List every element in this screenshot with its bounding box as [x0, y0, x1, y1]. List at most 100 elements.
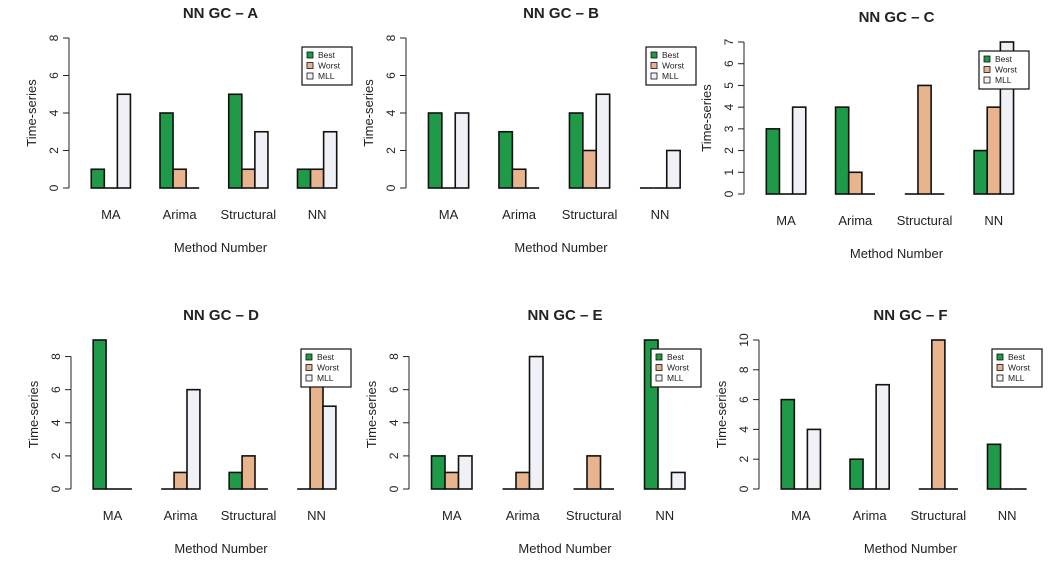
legend-swatch-mll — [996, 374, 1004, 382]
bar-best-arima — [834, 106, 850, 195]
bar-best-arima — [849, 458, 864, 490]
legend-label-worst: Worst — [318, 61, 341, 71]
legend-label-mll: MLL — [662, 71, 679, 81]
legend-label-mll: MLL — [318, 71, 335, 81]
chart-title: NN GC – F — [873, 307, 947, 324]
legend-swatch-mll — [983, 76, 991, 84]
legend-label-best: Best — [317, 352, 335, 362]
y-axis-label: Time-series — [24, 79, 39, 147]
legend-label-worst: Worst — [662, 61, 685, 71]
y-axis-label: Time-series — [361, 79, 376, 147]
bar-mll-ma — [806, 428, 822, 490]
y-tick-label: 8 — [384, 34, 398, 41]
y-tick-label: 2 — [387, 452, 401, 459]
bar-best-ma — [92, 339, 107, 490]
legend-swatch-worst — [650, 62, 658, 69]
y-tick-label: 8 — [49, 353, 63, 360]
bar-worst-arima — [173, 471, 188, 490]
bar-mll-ma — [454, 112, 470, 189]
legend-swatch-best — [305, 353, 313, 361]
legend-swatch-best — [306, 51, 314, 59]
bar-mll-nn — [322, 130, 338, 189]
x-axis-label: Method Number — [864, 541, 958, 556]
bar-mll-nn — [670, 471, 686, 490]
bar-mll-structural — [254, 130, 269, 189]
y-axis-label: Time-series — [364, 380, 379, 448]
bar-worst-structural — [241, 455, 256, 490]
x-category-label: Arima — [506, 508, 541, 523]
x-category-label: Structural — [897, 213, 953, 228]
y-tick-label: 0 — [387, 485, 401, 492]
y-tick-label: 6 — [47, 72, 61, 79]
bar-best-nn — [296, 168, 312, 189]
y-tick-label: 0 — [737, 485, 751, 492]
x-category-label: MA — [776, 213, 796, 228]
y-tick-label: 10 — [737, 333, 751, 347]
legend-label-best: Best — [1008, 352, 1026, 362]
x-axis-label: Method Number — [514, 240, 608, 255]
y-tick-label: 2 — [384, 147, 398, 154]
y-tick-label: 6 — [384, 72, 398, 79]
y-tick-label: 6 — [49, 386, 63, 393]
x-category-label: MA — [103, 508, 123, 523]
y-tick-label: 4 — [387, 419, 401, 426]
x-category-label: NN — [651, 207, 670, 222]
bar-mll-arima — [528, 355, 544, 490]
x-category-label: Arima — [163, 207, 198, 222]
legend-swatch-mll — [650, 72, 658, 80]
x-category-label: Structural — [221, 207, 277, 222]
legend-label-best: Best — [995, 54, 1013, 64]
x-axis-label: Method Number — [850, 246, 944, 261]
y-tick-label: 2 — [722, 147, 736, 154]
x-axis-label: Method Number — [174, 541, 268, 556]
x-category-label: NN — [998, 508, 1017, 523]
legend-label-worst: Worst — [667, 363, 690, 373]
y-tick-label: 0 — [384, 184, 398, 191]
x-category-label: MA — [101, 207, 121, 222]
x-category-label: MA — [442, 508, 462, 523]
x-category-label: Structural — [221, 508, 277, 523]
y-tick-label: 4 — [722, 103, 736, 110]
chart-panel-f: NN GC – F 0 2 4 6 8 10 Time-series MA Arima Struct… — [714, 307, 1043, 556]
bar-mll-structural — [595, 93, 611, 189]
bar-worst-arima — [511, 168, 527, 189]
x-category-label: NN — [984, 213, 1003, 228]
y-tick-label: 5 — [722, 82, 736, 89]
y-tick-label: 7 — [722, 38, 736, 45]
y-tick-label: 4 — [47, 109, 61, 116]
y-tick-label: 2 — [47, 147, 61, 154]
chart-panel-e: NN GC – E 0 2 4 6 8 Time-series MA Arima Structur… — [364, 307, 702, 556]
legend-swatch-best — [650, 51, 658, 59]
bar-best-arima — [498, 130, 514, 189]
bar-best-arima — [159, 112, 174, 189]
legend-swatch-mll — [655, 374, 663, 382]
bar-worst-arima — [172, 168, 187, 189]
x-category-label: MA — [439, 207, 459, 222]
legend-label-mll: MLL — [995, 75, 1012, 85]
bar-best-structural — [228, 471, 243, 490]
chart-title: NN GC – C — [859, 9, 935, 26]
y-tick-label: 4 — [384, 109, 398, 116]
x-category-label: Arima — [853, 508, 888, 523]
y-tick-label: 0 — [722, 190, 736, 197]
legend-label-mll: MLL — [667, 373, 684, 383]
bar-best-ma — [765, 128, 781, 195]
legend-swatch-best — [655, 353, 663, 361]
bar-mll-ma — [791, 106, 807, 195]
legend-label-mll: MLL — [317, 373, 334, 383]
bar-best-nn — [973, 149, 989, 195]
legend-label-worst: Worst — [995, 65, 1018, 75]
legend-swatch-worst — [306, 62, 314, 69]
bar-best-ma — [780, 398, 796, 490]
bar-worst-nn — [309, 372, 324, 490]
bar-worst-structural — [241, 168, 256, 189]
y-tick-label: 2 — [49, 452, 63, 459]
y-tick-label: 1 — [722, 169, 736, 176]
x-category-label: Structural — [562, 207, 618, 222]
y-tick-label: 6 — [722, 60, 736, 67]
bar-worst-nn — [986, 106, 1002, 195]
bar-worst-nn — [309, 168, 325, 189]
y-tick-label: 6 — [737, 396, 751, 403]
chart-title: NN GC – A — [183, 5, 258, 22]
